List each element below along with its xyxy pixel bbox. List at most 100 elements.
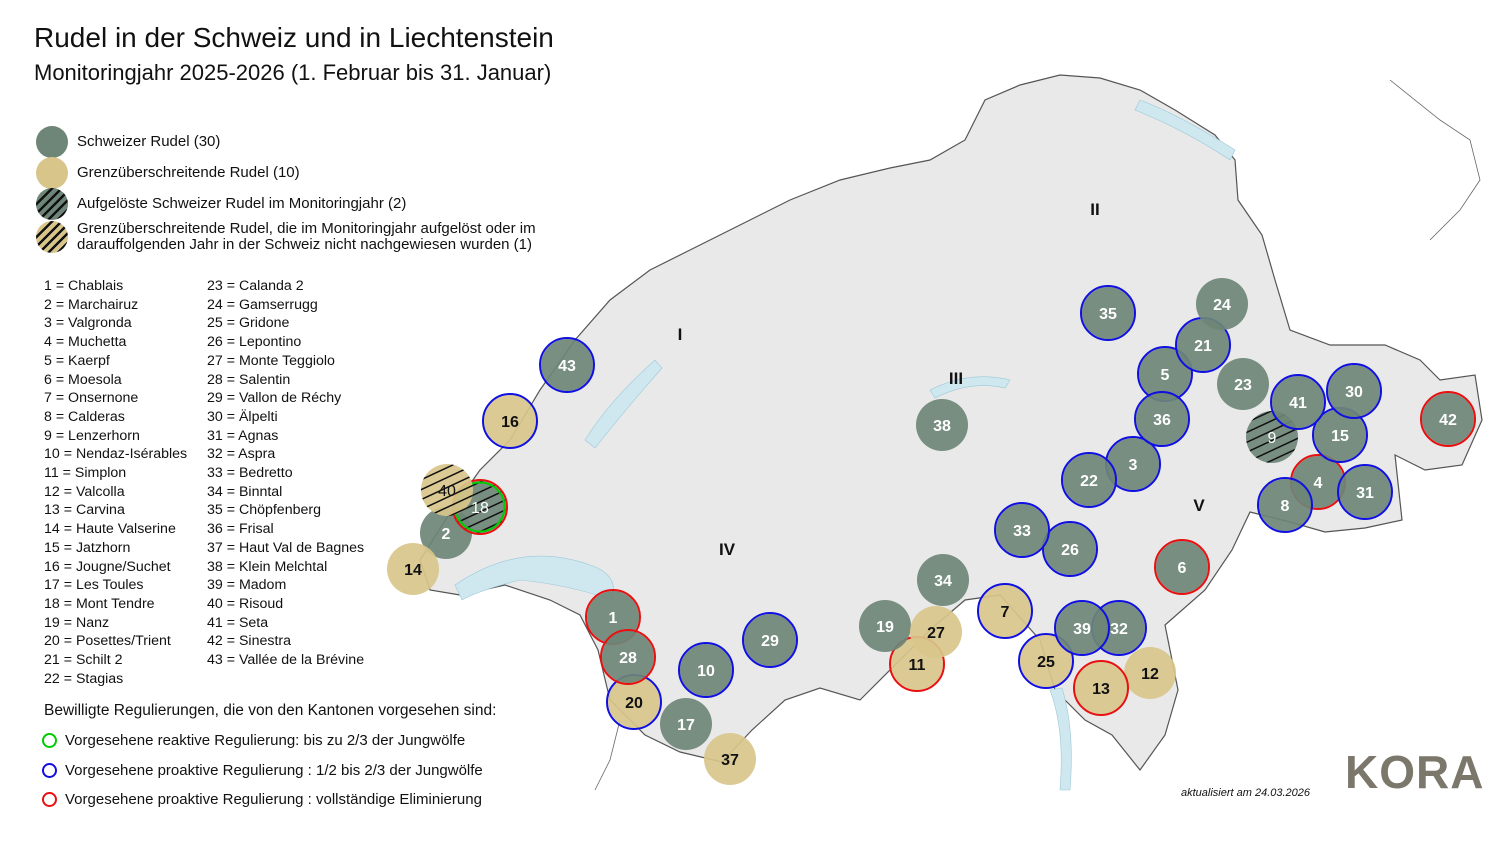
pack-name-entry: 4 = Muchetta: [44, 334, 127, 351]
pack-name-entry: 18 = Mont Tendre: [44, 595, 155, 612]
lake-lucerne: [929, 376, 1011, 399]
regulation-ring: [1154, 539, 1210, 595]
pack-number: 1: [609, 610, 618, 627]
regulation-ring: [1420, 391, 1476, 447]
lakes: [454, 99, 1236, 791]
pack-marker-10[interactable]: 10: [678, 642, 734, 698]
pack-marker-35[interactable]: 35: [1080, 285, 1136, 341]
pack-circle: [1139, 348, 1191, 400]
pack-name-entry: 26 = Lepontino: [207, 334, 302, 351]
regulation-label: Vorgesehene reaktive Regulierung: bis zu…: [65, 732, 466, 749]
pack-circle: [1259, 479, 1311, 531]
regulation-ring: [1257, 477, 1313, 533]
pack-name-entry: 22 = Stagias: [44, 670, 124, 687]
pack-name-entry: 25 = Gridone: [207, 315, 290, 332]
cross-border-pack-swatch-icon: [36, 156, 68, 189]
pack-marker-38[interactable]: 38: [916, 399, 968, 451]
pack-marker-22[interactable]: 22: [1061, 452, 1117, 508]
pack-marker-31[interactable]: 31: [1337, 464, 1393, 520]
pack-number: 18: [471, 500, 489, 517]
pack-name-entry: 28 = Salentin: [207, 371, 291, 388]
pack-number: 10: [697, 663, 715, 680]
pack-name-entry: 31 = Agnas: [207, 427, 279, 444]
pack-number: 2: [442, 526, 451, 543]
legend-label: Grenzüberschreitende Rudel, die im Monit…: [77, 220, 536, 253]
pack-number: 31: [1356, 485, 1374, 502]
region-label: III: [949, 369, 963, 388]
pack-marker-25[interactable]: 25: [1018, 633, 1074, 689]
page-title: Rudel in der Schweiz und in Liechtenstei…: [34, 22, 554, 53]
pack-number: 6: [1178, 560, 1187, 577]
pack-marker-39[interactable]: 39: [1054, 600, 1110, 656]
pack-marker-24[interactable]: 24: [1196, 278, 1248, 330]
pack-name-entry: 7 = Onsernone: [44, 390, 139, 407]
pack-marker-15[interactable]: 15: [1312, 407, 1368, 463]
legend: Schweizer Rudel (30) Grenzüberschreitend…: [36, 125, 577, 255]
pack-number: 39: [1073, 621, 1091, 638]
pack-number: 33: [1013, 523, 1031, 540]
pack-marker-30[interactable]: 30: [1326, 363, 1382, 419]
pack-name-entry: 37 = Haut Val de Bagnes: [207, 539, 365, 556]
swiss-pack-swatch-icon: [36, 125, 68, 158]
pack-number: 17: [677, 717, 695, 734]
pack-circle: [1339, 466, 1391, 518]
pack-marker-6[interactable]: 6: [1154, 539, 1210, 595]
pack-marker-14[interactable]: 14: [387, 543, 439, 595]
pack-marker-36[interactable]: 36: [1134, 391, 1190, 447]
pack-marker-21[interactable]: 21: [1175, 317, 1231, 373]
pack-number: 22: [1080, 473, 1098, 490]
pack-marker-37[interactable]: 37: [704, 733, 756, 785]
pack-marker-34[interactable]: 34: [917, 554, 969, 606]
pack-marker-16[interactable]: 16: [482, 393, 538, 449]
pack-name-entry: 3 = Valgronda: [44, 315, 132, 332]
pack-marker-17[interactable]: 17: [660, 698, 712, 750]
blue-ring-icon: [42, 763, 57, 778]
pack-name-entry: 19 = Nanz: [44, 614, 110, 631]
pack-marker-41[interactable]: 41: [1270, 374, 1326, 430]
pack-circle: [484, 395, 536, 447]
pack-number: 34: [934, 573, 952, 590]
regulation-ring: [1018, 633, 1074, 689]
legend-label: Grenzüberschreitende Rudel (10): [77, 164, 300, 181]
pack-marker-8[interactable]: 8: [1257, 477, 1313, 533]
pack-name-entry: 17 = Les Toules: [44, 577, 144, 594]
regulation-ring: [1337, 464, 1393, 520]
pack-marker-12[interactable]: 12: [1124, 647, 1176, 699]
pack-name-entry: 20 = Posettes/Trient: [44, 633, 171, 650]
pack-marker-42[interactable]: 42: [1420, 391, 1476, 447]
pack-marker-43[interactable]: 43: [539, 337, 595, 393]
pack-marker-13[interactable]: 13: [1073, 660, 1129, 716]
pack-name-entry: 12 = Valcolla: [44, 483, 125, 500]
pack-circle: [680, 644, 732, 696]
pack-circle: [744, 614, 796, 666]
pack-name-entry: 32 = Aspra: [207, 446, 276, 463]
pack-marker-40[interactable]: 40: [421, 464, 473, 516]
pack-number: 35: [1099, 306, 1117, 323]
pack-number: 21: [1194, 338, 1212, 355]
pack-name-entry: 13 = Carvina: [44, 502, 125, 519]
regulation-ring: [1080, 285, 1136, 341]
pack-name-entry: 42 = Sinestra: [207, 633, 291, 650]
pack-name-entry: 36 = Frisal: [207, 521, 274, 538]
pack-marker-26[interactable]: 26: [1042, 521, 1098, 577]
legend-label: Schweizer Rudel (30): [77, 133, 221, 150]
pack-marker-27[interactable]: 27: [910, 606, 962, 658]
pack-name-entry: 29 = Vallon de Réchy: [207, 390, 342, 407]
regulation-ring: [977, 583, 1033, 639]
pack-marker-23[interactable]: 23: [1217, 358, 1269, 410]
pack-marker-20[interactable]: 20: [606, 674, 662, 730]
pack-marker-28[interactable]: 28: [600, 629, 656, 685]
pack-marker-29[interactable]: 29: [742, 612, 798, 668]
pack-circle: [1020, 635, 1072, 687]
pack-circle: [602, 631, 654, 683]
pack-number: 24: [1213, 297, 1231, 314]
pack-marker-33[interactable]: 33: [994, 502, 1050, 558]
pack-circle: [916, 399, 968, 451]
pack-marker-19[interactable]: 19: [859, 600, 911, 652]
region-label: IV: [719, 540, 736, 559]
pack-marker-7[interactable]: 7: [977, 583, 1033, 639]
legend-item-swiss: Schweizer Rudel (30): [36, 125, 577, 158]
pack-number: 12: [1141, 666, 1159, 683]
pack-number: 13: [1092, 681, 1110, 698]
